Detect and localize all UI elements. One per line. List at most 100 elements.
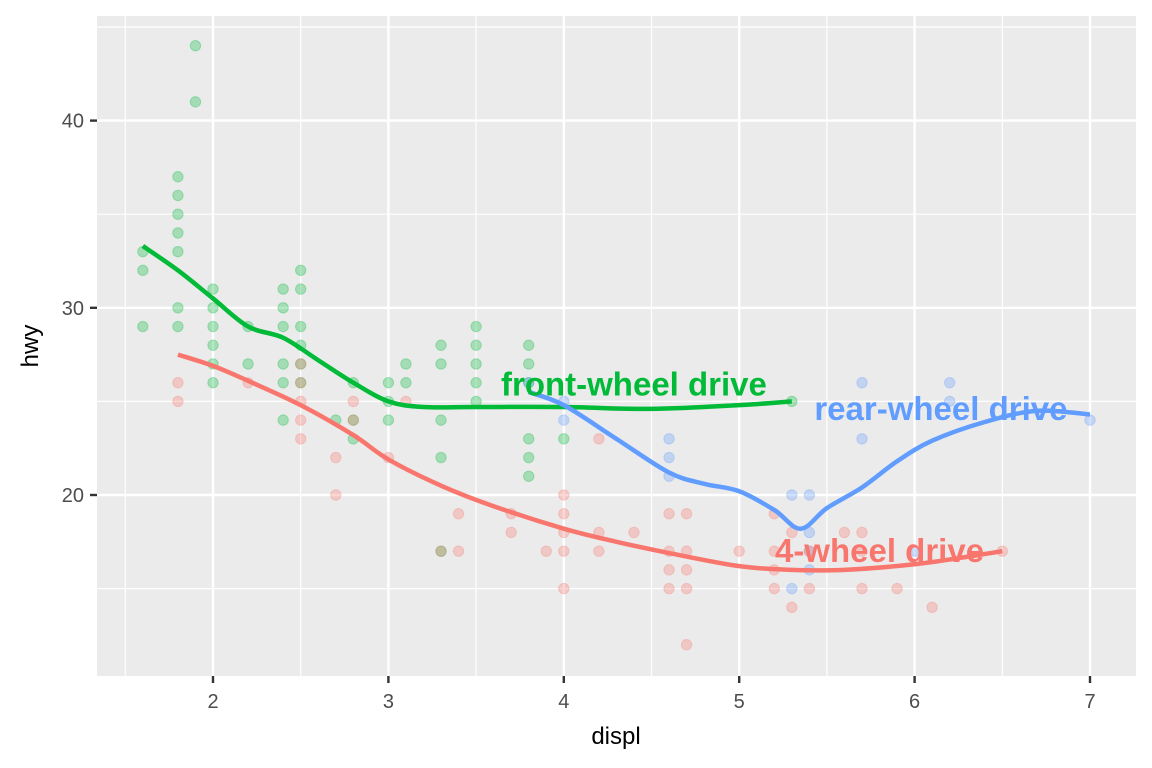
- data-point: [663, 508, 675, 520]
- data-point: [856, 376, 868, 389]
- data-point: [295, 376, 307, 389]
- label-4-wheel-drive: 4-wheel drive: [775, 532, 984, 569]
- x-tick-label: 4: [558, 691, 569, 713]
- data-point: [435, 451, 447, 464]
- data-point: [523, 376, 535, 389]
- data-point: [523, 470, 535, 482]
- y-tick-label: 40: [62, 111, 84, 133]
- y-axis: 20 30 40: [62, 111, 97, 507]
- data-point: [593, 545, 605, 557]
- data-point: [856, 526, 868, 539]
- data-point: [558, 582, 570, 595]
- data-point: [452, 545, 465, 557]
- data-point: [207, 320, 219, 333]
- data-point: [172, 395, 184, 408]
- data-point: [786, 489, 798, 501]
- data-point: [295, 320, 307, 333]
- smooth-curves: [141, 244, 1091, 573]
- data-point: [856, 582, 868, 595]
- y-axis-title: hwy: [17, 325, 44, 368]
- data-point: [277, 283, 289, 295]
- data-point: [189, 96, 202, 108]
- data-point: [347, 414, 360, 426]
- data-point: [470, 358, 482, 370]
- x-tick-label: 7: [1084, 691, 1095, 713]
- data-point: [943, 376, 956, 389]
- data-point: [1084, 414, 1096, 426]
- data-point: [277, 320, 289, 333]
- data-point: [838, 526, 851, 539]
- data-point: [295, 376, 307, 389]
- data-point: [943, 395, 956, 408]
- data-point: [207, 283, 219, 295]
- data-point: [891, 582, 903, 595]
- data-point: [400, 376, 412, 389]
- data-point: [207, 376, 219, 389]
- data-point: [558, 489, 570, 501]
- data-point: [680, 508, 693, 520]
- data-point: [803, 582, 816, 595]
- data-point: [137, 320, 149, 333]
- data-point: [295, 414, 307, 426]
- data-point: [768, 582, 780, 595]
- data-point: [523, 376, 535, 389]
- data-point: [295, 264, 307, 277]
- data-point: [172, 171, 184, 183]
- data-point: [172, 320, 184, 333]
- x-axis: 2 3 4 5 6 7: [207, 676, 1096, 713]
- data-point: [803, 489, 816, 501]
- data-point: [663, 451, 675, 464]
- y-tick-label: 30: [62, 298, 84, 320]
- data-point: [470, 339, 482, 351]
- data-point: [207, 302, 219, 314]
- data-point: [803, 545, 816, 557]
- data-point: [786, 582, 798, 595]
- data-point: [505, 526, 517, 539]
- data-point: [558, 414, 570, 426]
- data-point: [172, 245, 184, 258]
- y-tick-label: 20: [62, 485, 84, 507]
- smooth-line-f: [141, 244, 792, 412]
- data-point: [628, 526, 640, 539]
- data-point: [207, 339, 219, 351]
- data-point: [803, 545, 816, 557]
- data-point: [523, 451, 535, 464]
- data-point: [540, 545, 552, 557]
- data-point: [382, 414, 395, 426]
- data-point: [523, 339, 535, 351]
- data-point: [137, 264, 149, 277]
- data-point: [523, 433, 535, 445]
- data-point: [347, 395, 360, 408]
- data-point: [172, 302, 184, 314]
- data-point: [277, 358, 289, 370]
- data-point: [295, 283, 307, 295]
- data-point: [680, 564, 693, 576]
- data-point: [663, 433, 675, 445]
- smooth-line-r: [527, 389, 1091, 531]
- data-point: [908, 545, 921, 557]
- data-point: [400, 358, 412, 370]
- data-point: [768, 545, 780, 557]
- data-point: [242, 358, 254, 370]
- data-point: [172, 189, 184, 202]
- data-point: [277, 376, 289, 389]
- data-point: [435, 414, 447, 426]
- data-point: [663, 564, 675, 576]
- label-front-wheel-drive: front-wheel drive: [501, 366, 767, 403]
- data-points: [137, 40, 1096, 651]
- plot-panel: [97, 16, 1136, 676]
- data-point: [523, 358, 535, 370]
- data-point: [295, 358, 307, 370]
- data-point: [330, 489, 342, 501]
- curve-labels: front-wheel drive rear-wheel drive 4-whe…: [501, 366, 1067, 570]
- data-point: [189, 40, 202, 52]
- data-point: [382, 376, 395, 389]
- data-point: [435, 339, 447, 351]
- smooth-line-4: [177, 352, 1003, 573]
- data-point: [856, 433, 868, 445]
- data-point: [277, 414, 289, 426]
- data-point: [786, 601, 798, 614]
- label-rear-wheel-drive: rear-wheel drive: [814, 390, 1067, 427]
- x-tick-label: 3: [383, 691, 394, 713]
